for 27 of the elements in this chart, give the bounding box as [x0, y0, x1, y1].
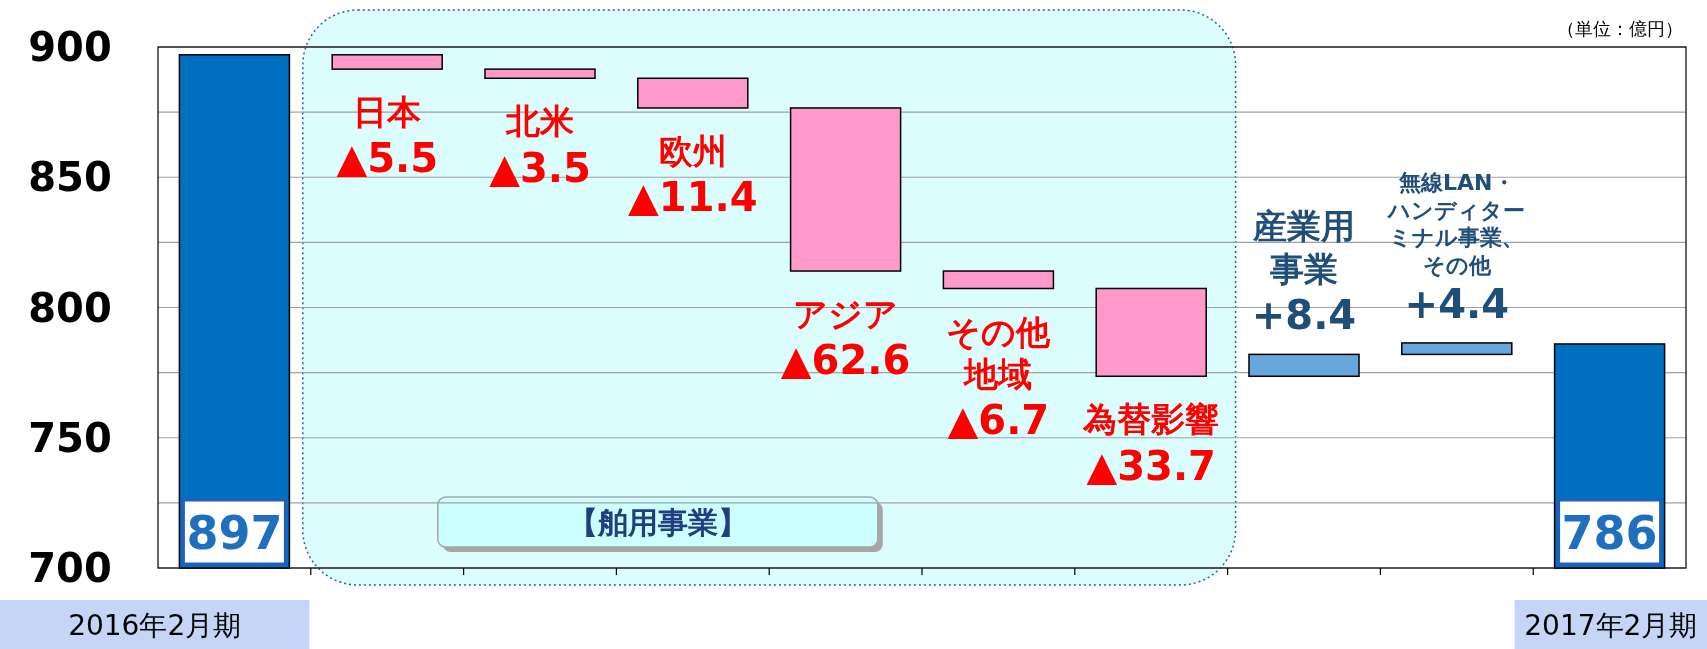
data-label: 897 — [186, 506, 283, 560]
x-tick-label: その他地域 — [946, 311, 1052, 395]
y-tick-label: 850 — [28, 154, 112, 201]
text: （単位：億円） — [1557, 17, 1683, 39]
annotation: 【舶用事業】 — [567, 504, 748, 540]
y-tick-label: 800 — [28, 284, 112, 331]
data-label: ▲33.7 — [1086, 442, 1216, 489]
data-label: 786 — [1561, 506, 1658, 560]
x-tick-label: 2017年2月期 — [1524, 608, 1698, 642]
x-tick-label: 為替影響 — [1082, 399, 1220, 440]
data-label: +8.4 — [1251, 292, 1357, 339]
x-tick-label: 日本 — [353, 92, 423, 133]
x-tick-label: アジア — [793, 294, 899, 335]
y-tick-label: 700 — [28, 545, 112, 591]
x-tick-label: 北米 — [505, 101, 574, 142]
data-label: ▲11.4 — [628, 174, 758, 221]
x-tick-label: 欧州 — [658, 131, 727, 172]
x-tick-label: 無線LAN・ハンディターミナル事業、その他 — [1386, 170, 1526, 278]
data-label: ▲6.7 — [947, 397, 1050, 444]
data-label: ▲3.5 — [489, 144, 591, 191]
x-tick-label: 産業用事業 — [1252, 206, 1355, 289]
y-tick-label: 750 — [28, 414, 112, 461]
y-tick-label: 900 — [28, 24, 112, 70]
data-label: ▲5.5 — [336, 135, 439, 182]
data-label: +4.4 — [1404, 280, 1509, 327]
data-label: ▲62.6 — [780, 337, 911, 384]
x-tick-label: 2016年2月期 — [68, 608, 242, 642]
